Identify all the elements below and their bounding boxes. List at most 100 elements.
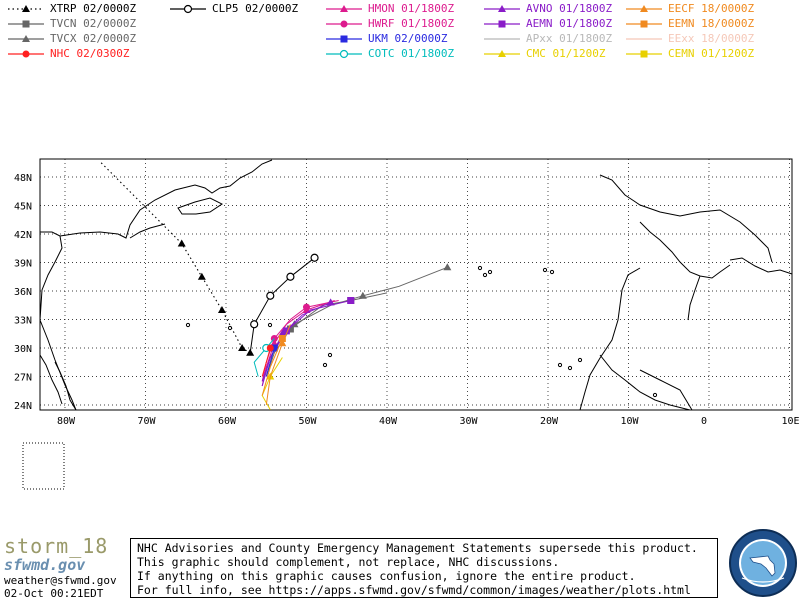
track-nhc: [261, 347, 271, 377]
track-marker-icon: [217, 306, 226, 313]
legend-item: CLP5 02/0000Z: [168, 2, 298, 15]
legend-marker-icon: [640, 50, 648, 58]
legend-swatch-icon: [626, 50, 662, 58]
track-xtrp: [100, 162, 251, 354]
legend-label: CMC 01/1200Z: [526, 47, 606, 60]
legend: XTRP 02/0000Z TVCN 02/0000Z TVCX 02/0000Z N…: [0, 0, 800, 60]
legend-item: HWRF 01/1800Z: [324, 17, 454, 30]
coastline: [54, 361, 77, 411]
legend-item: EExx 18/0000Z: [624, 32, 754, 45]
legend-swatch-icon: [484, 38, 520, 40]
lat-label: 36N: [14, 287, 32, 298]
legend-item: TVCX 02/0000Z: [6, 32, 136, 45]
legend-label: HWRF 01/1800Z: [368, 17, 455, 30]
track-marker-icon: [282, 327, 290, 335]
legend-item: APxx 01/1800Z: [482, 32, 612, 45]
coastline: [59, 159, 273, 239]
legend-swatch-icon: [484, 5, 520, 12]
track-tvcn: [265, 292, 388, 377]
coastlines: [39, 159, 793, 411]
legend-swatch-icon: [8, 5, 44, 12]
legend-label: CLP5 02/0000Z: [212, 2, 299, 15]
island: [542, 267, 548, 273]
legend-label: TVCX 02/0000Z: [50, 32, 137, 45]
legend-label: NHC 02/0300Z: [50, 47, 130, 60]
island: [322, 362, 328, 368]
lon-label: 0: [701, 416, 707, 427]
legend-item: UKM 02/0000Z: [324, 32, 447, 45]
lon-label: 20W: [540, 416, 559, 427]
legend-marker-icon: [183, 4, 193, 14]
coastline: [129, 223, 166, 239]
track-marker-icon: [278, 335, 286, 342]
legend-item: CEMN 01/1200Z: [624, 47, 754, 60]
lat-label: 39N: [14, 259, 32, 270]
legend-item: AVNO 01/1800Z: [482, 2, 612, 15]
legend-marker-icon: [22, 50, 30, 58]
model-tracks: [100, 162, 452, 411]
legend-swatch-icon: [326, 5, 362, 12]
island: [567, 365, 573, 371]
legend-marker-icon: [498, 20, 506, 28]
legend-swatch-icon: [8, 50, 44, 58]
track-marker-icon: [238, 344, 247, 351]
disclaimer-line: NHC Advisories and County Emergency Mana…: [137, 541, 698, 555]
coastline: [639, 221, 731, 279]
legend-marker-icon: [498, 50, 506, 57]
track-marker-icon: [250, 320, 259, 329]
island: [487, 269, 493, 275]
sfwmd-seal-icon: [729, 529, 797, 597]
island: [477, 265, 483, 271]
legend-item: NHC 02/0300Z: [6, 47, 129, 60]
lon-label: 40W: [379, 416, 398, 427]
lon-label: 10E: [782, 416, 800, 427]
legend-label: EECF 18/0000Z: [668, 2, 755, 15]
track-marker-icon: [303, 303, 310, 311]
coastline: [39, 319, 77, 411]
island: [267, 322, 273, 328]
brand-logo: sfwmd.gov: [4, 556, 86, 574]
island: [185, 322, 191, 328]
legend-label: APxx 01/1800Z: [526, 32, 613, 45]
coastline: [39, 354, 63, 405]
legend-item: EEMN 18/0000Z: [624, 17, 754, 30]
coastline: [579, 267, 641, 411]
track-marker-icon: [347, 297, 355, 304]
legend-swatch-icon: [626, 20, 662, 28]
legend-item: EECF 18/0000Z: [624, 2, 754, 15]
lat-label: 48N: [14, 173, 32, 184]
coastline: [599, 174, 773, 263]
lon-label: 80W: [57, 416, 76, 427]
legend-label: UKM 02/0000Z: [368, 32, 448, 45]
legend-label: AVNO 01/1800Z: [526, 2, 613, 15]
island: [482, 272, 488, 278]
legend-swatch-icon: [8, 20, 44, 28]
track-marker-icon: [358, 291, 367, 299]
legend-label: CEMN 01/1200Z: [668, 47, 755, 60]
lat-lon-grid: [39, 158, 793, 411]
track-marker-icon: [326, 298, 335, 306]
legend-swatch-icon: [484, 20, 520, 28]
legend-label: COTC 01/1800Z: [368, 47, 455, 60]
issue-date: 02-Oct 00:21EDT: [4, 587, 104, 600]
legend-label: TVCN 02/0000Z: [50, 17, 137, 30]
legend-swatch-icon: [626, 38, 662, 40]
disclaimer-line: For full info, see https://apps.sfwmd.go…: [137, 583, 691, 597]
track-marker-icon: [177, 239, 186, 247]
disclaimer-box: NHC Advisories and County Emergency Mana…: [130, 538, 718, 598]
track-marker-icon: [266, 344, 274, 352]
contact-email: weather@sfwmd.gov: [4, 574, 117, 587]
legend-item: HMON 01/1800Z: [324, 2, 454, 15]
island: [652, 392, 658, 398]
track-ukm: [265, 347, 275, 377]
legend-marker-icon: [640, 20, 648, 28]
storm-name: storm_18: [4, 534, 109, 558]
island: [577, 357, 583, 363]
legend-label: EEMN 18/0000Z: [668, 17, 755, 30]
inset-box: [22, 442, 65, 490]
coastline: [729, 257, 793, 275]
coastline: [639, 369, 693, 411]
track-eecf: [265, 324, 291, 406]
legend-label: XTRP 02/0000Z: [50, 2, 137, 15]
coastline: [177, 197, 223, 215]
